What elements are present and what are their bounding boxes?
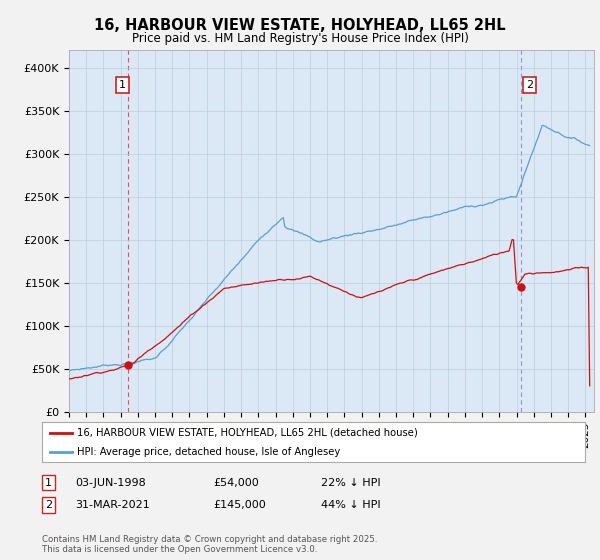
Text: 03-JUN-1998: 03-JUN-1998 (75, 478, 146, 488)
Text: Price paid vs. HM Land Registry's House Price Index (HPI): Price paid vs. HM Land Registry's House … (131, 32, 469, 45)
Text: £145,000: £145,000 (213, 500, 266, 510)
Text: Contains HM Land Registry data © Crown copyright and database right 2025.
This d: Contains HM Land Registry data © Crown c… (42, 535, 377, 554)
Text: 22% ↓ HPI: 22% ↓ HPI (321, 478, 380, 488)
Text: 2: 2 (526, 80, 533, 90)
Text: £54,000: £54,000 (213, 478, 259, 488)
Text: 16, HARBOUR VIEW ESTATE, HOLYHEAD, LL65 2HL: 16, HARBOUR VIEW ESTATE, HOLYHEAD, LL65 … (94, 18, 506, 33)
Text: 16, HARBOUR VIEW ESTATE, HOLYHEAD, LL65 2HL (detached house): 16, HARBOUR VIEW ESTATE, HOLYHEAD, LL65 … (77, 428, 418, 437)
Text: 1: 1 (119, 80, 126, 90)
Text: 1: 1 (45, 478, 52, 488)
Text: HPI: Average price, detached house, Isle of Anglesey: HPI: Average price, detached house, Isle… (77, 447, 341, 457)
Text: 2: 2 (45, 500, 52, 510)
Text: 44% ↓ HPI: 44% ↓ HPI (321, 500, 380, 510)
Text: 31-MAR-2021: 31-MAR-2021 (75, 500, 150, 510)
